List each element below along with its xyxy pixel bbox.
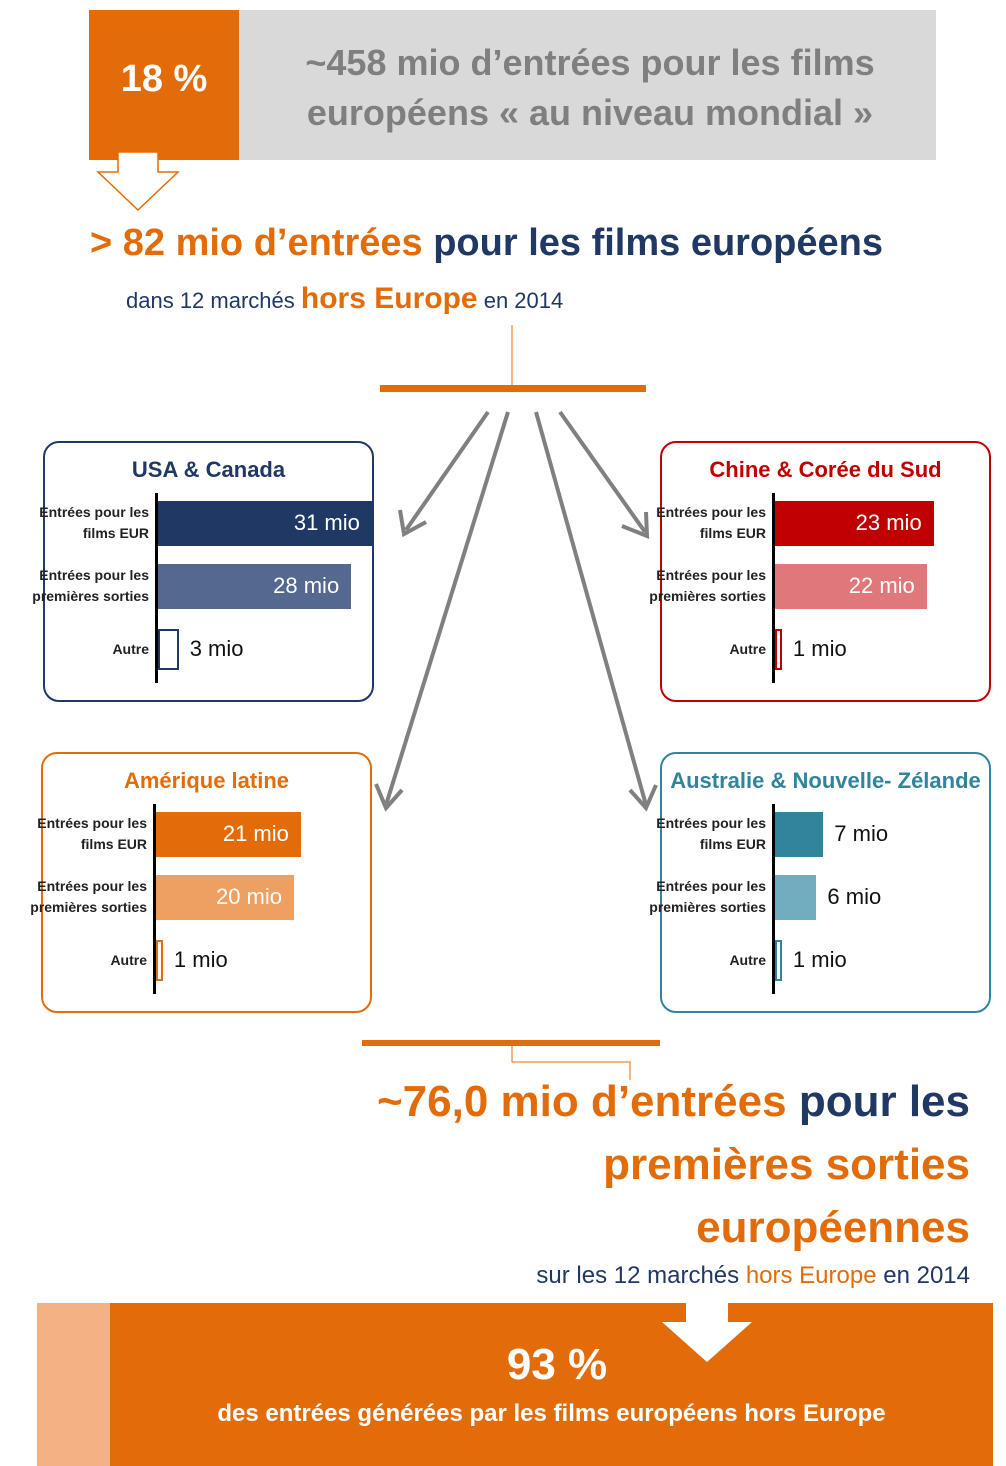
arrows [374,410,658,812]
axis-line [155,493,158,683]
bar [158,564,352,609]
category-label: Entrées pour les films EUR [39,504,149,541]
category-label: Entrées pour les films EUR [656,815,766,852]
value-label: 28 mio [273,573,340,598]
bottom-sub-post: en 2014 [883,1262,970,1289]
bar [158,629,179,670]
value-label: 23 mio [855,510,922,535]
value-label: 21 mio [222,821,289,846]
category-label: Autre [112,641,149,657]
axis-line [153,804,156,994]
value-label: 20 mio [215,884,282,909]
bar [775,812,824,857]
footer-percent: 93 % [506,1340,608,1389]
divider [362,1040,660,1046]
category-label: Entrées pour les premières sorties [32,567,149,604]
bottom-line: européennes [696,1203,970,1252]
value-label: 1 mio [792,636,847,661]
category-label: Entrées pour les films EUR [37,815,147,852]
value-label: 1 mio [173,947,228,972]
panel-title: Amérique latine [123,768,290,793]
panel-title: Australie & Nouvelle- Zélande [670,768,981,793]
connector [511,1046,631,1080]
subline: dans 12 marchés hors Europe en 2014 [126,282,563,316]
subline-highlight: hors Europe [300,282,478,315]
value-label: 3 mio [189,636,244,661]
bar [775,875,817,920]
bar [775,564,927,609]
bar [775,629,782,670]
top-text-box [239,10,936,160]
bar [775,501,934,546]
value-label: 6 mio [827,884,882,909]
top-text: ~458 mio d’entrées pour les films europé… [305,42,875,133]
headline-lead: > 82 mio d’entrées [90,222,423,264]
value-label: 22 mio [848,573,915,598]
top-percent-box [89,10,239,160]
divider [380,385,646,392]
bar [156,940,163,981]
panel: USA & Canada Entrées pour les films EUR 31… [32,441,374,702]
bottom-text: ~76,0 mio d’entrées pour les premières s… [377,1070,970,1259]
bottom-line: premières sorties [603,1140,970,1189]
headline: > 82 mio d’entrées pour les films europé… [90,222,883,265]
bar [156,812,301,857]
headline-rest: pour les films européens [433,222,884,264]
bottom-lead: ~76,0 mio d’entrées [376,1077,787,1126]
category-label: Entrées pour les premières sorties [649,878,766,915]
panel: Chine & Corée du Sud Entrées pour les fil… [649,441,991,702]
category-label: Autre [729,952,766,968]
category-label: Autre [110,952,147,968]
category-label: Entrées pour les premières sorties [30,878,147,915]
down-arrow [96,151,180,212]
subline-pre: dans 12 marchés [126,288,295,313]
footer-text: des entrées générées par les films europ… [217,1400,886,1427]
bottom-sub: sur les 12 marchés hors Europe en 2014 [536,1262,970,1290]
panel: Australie & Nouvelle- Zélande Entrées pou… [649,752,991,1013]
value-label: 31 mio [293,510,360,535]
value-label: 7 mio [834,821,889,846]
footer-box [37,1303,993,1466]
footer-strip [37,1303,110,1466]
bar [775,940,782,981]
axis-line [772,804,775,994]
value-label: 1 mio [792,947,847,972]
top-percent: 18 % [120,58,208,100]
bottom-rest: pour les [798,1077,970,1126]
panel-title: Chine & Corée du Sud [709,457,942,482]
down-arrow [662,1295,752,1362]
category-label: Entrées pour les premières sorties [649,567,766,604]
bar [158,501,372,546]
subline-post: en 2014 [483,288,564,313]
panel-title: USA & Canada [131,457,286,482]
category-label: Entrées pour les films EUR [656,504,766,541]
bottom-sub-highlight: hors Europe [745,1262,877,1289]
category-label: Autre [729,641,766,657]
axis-line [772,493,775,683]
panel: Amérique latine Entrées pour les films EU… [30,752,372,1013]
bar [156,875,294,920]
bottom-sub-pre: sur les 12 marchés [536,1262,740,1289]
